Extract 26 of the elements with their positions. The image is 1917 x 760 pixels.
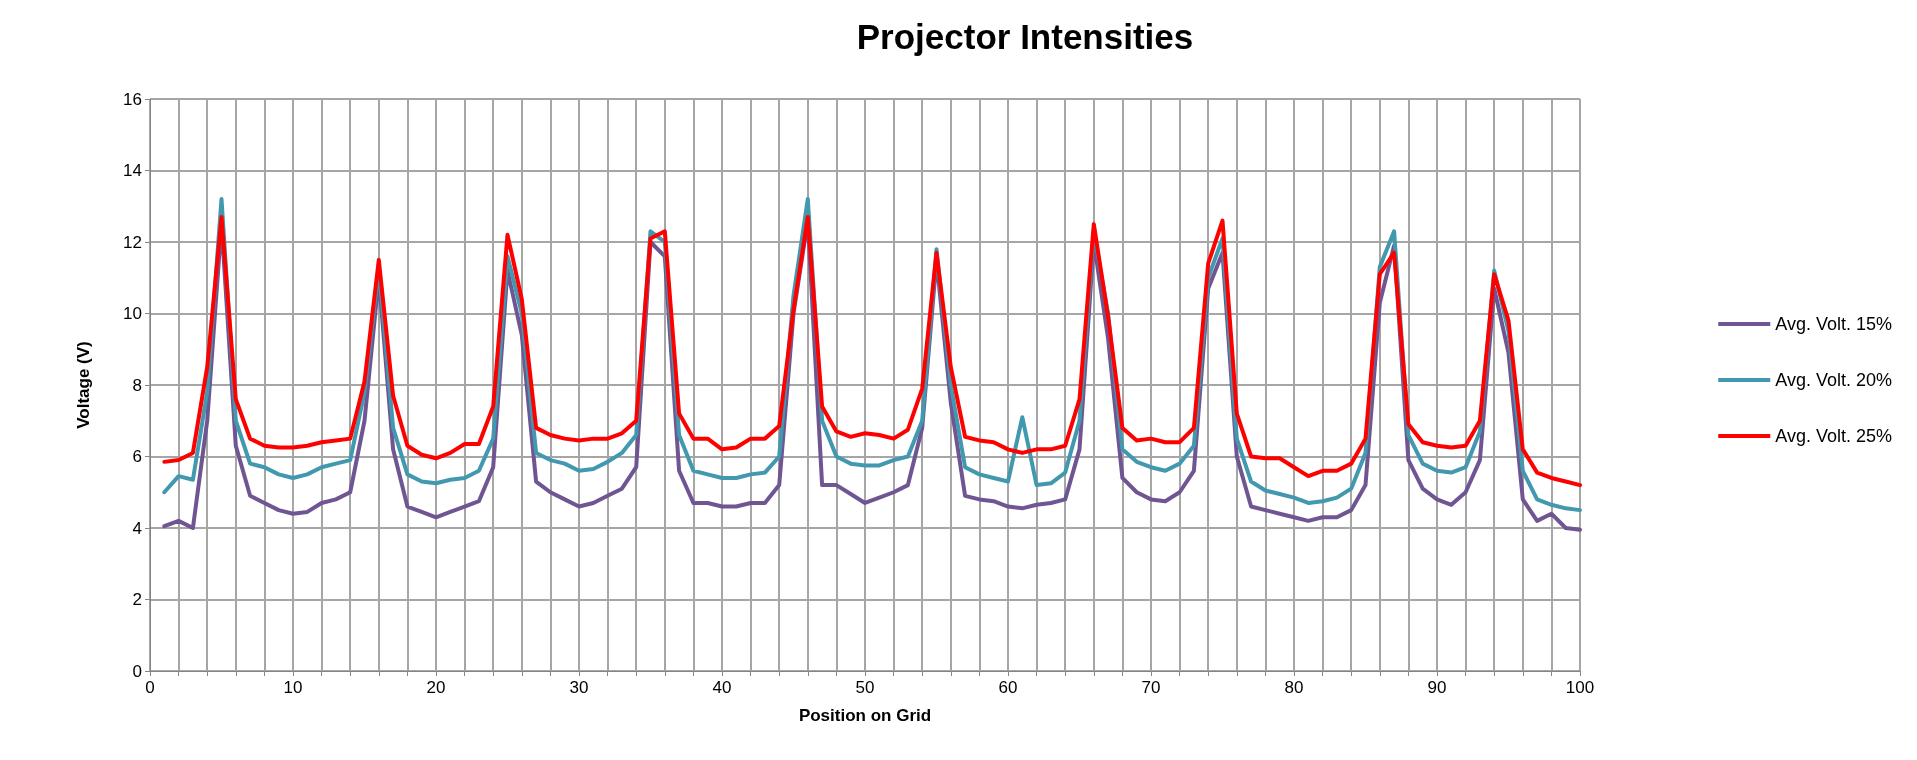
x-tick-label: 30	[569, 678, 589, 697]
x-tick-label: 0	[145, 678, 155, 697]
y-tick-label: 4	[132, 518, 142, 538]
x-tick-label: 90	[1427, 678, 1447, 697]
x-tick-label: 10	[283, 678, 303, 697]
y-tick-label: 14	[123, 161, 142, 180]
legend-label: Avg. Volt. 20%	[1775, 370, 1892, 390]
chart-title: Projector Intensities	[856, 17, 1194, 56]
x-tick-label: 40	[712, 678, 732, 697]
y-tick-label: 10	[123, 304, 142, 323]
y-tick-label: 2	[132, 590, 142, 609]
y-tick-label: 8	[132, 375, 142, 395]
y-tick-label: 16	[123, 89, 142, 109]
y-axis-title: Voltage (V)	[74, 341, 93, 429]
x-tick-label: 60	[998, 678, 1018, 697]
y-tick-label: 12	[123, 232, 142, 252]
legend-label: Avg. Volt. 25%	[1775, 426, 1892, 446]
x-tick-label: 50	[855, 678, 875, 697]
x-tick-label: 80	[1284, 678, 1304, 697]
x-tick-label: 70	[1141, 678, 1161, 697]
x-tick-label: 20	[426, 678, 446, 697]
x-axis-title: Position on Grid	[798, 706, 932, 725]
legend-label: Avg. Volt. 15%	[1775, 314, 1892, 334]
y-tick-label: 0	[132, 661, 142, 681]
x-tick-label: 100	[1565, 678, 1595, 697]
y-tick-label: 6	[132, 447, 142, 466]
